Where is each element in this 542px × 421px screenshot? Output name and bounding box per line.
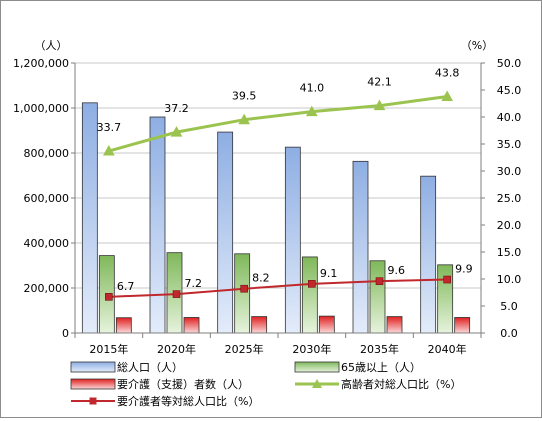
care-ratio-label: 9.9 <box>455 263 473 276</box>
legend-marker <box>89 397 97 405</box>
bar-care-recipients <box>115 317 132 334</box>
elderly-ratio-point <box>373 99 386 111</box>
legend-label: 65歳以上（人） <box>341 361 421 374</box>
care-ratio-line <box>108 278 448 298</box>
bar-care-recipients <box>251 316 268 334</box>
elderly-ratio-label: 37.2 <box>164 102 189 115</box>
right-tick-label: 45.0 <box>497 84 522 97</box>
legend-label: 要介護（支援）者数（人） <box>117 377 249 391</box>
elderly-ratio-point <box>238 113 251 125</box>
care-ratio-label: 9.6 <box>388 264 406 277</box>
bar-care-recipients <box>318 315 335 334</box>
right-tick-label: 25.0 <box>497 192 522 205</box>
care-ratio-point <box>308 280 316 288</box>
legend-label: 要介護者等対総人口比（%） <box>117 394 259 408</box>
left-tick-label: 1,200,000 <box>13 57 69 70</box>
right-tick-label: 40.0 <box>497 111 522 124</box>
left-tick-label: 400,000 <box>24 237 70 250</box>
care-ratio-label: 8.2 <box>252 272 270 285</box>
bar-total-population <box>352 160 369 334</box>
legend-swatch <box>70 378 116 390</box>
right-tick-label: 15.0 <box>497 246 522 259</box>
right-tick-label: 50.0 <box>497 57 522 70</box>
left-tick-label: 0 <box>62 327 69 340</box>
right-tick-label: 35.0 <box>497 138 522 151</box>
elderly-ratio-point <box>441 90 454 101</box>
bar-total-population <box>284 146 301 334</box>
care-ratio-point <box>240 284 248 293</box>
right-tick-label: 0.0 <box>500 327 518 340</box>
legend-swatch <box>70 361 116 373</box>
left-tick-label: 800,000 <box>24 147 70 160</box>
elderly-ratio-point <box>305 105 318 117</box>
elderly-ratio-label: 42.1 <box>367 76 392 89</box>
care-ratio-point <box>105 293 113 301</box>
bar-total-population <box>420 175 437 334</box>
elderly-ratio-point <box>102 144 115 156</box>
left-tick-label: 600,000 <box>24 192 70 205</box>
right-tick-label: 30.0 <box>497 165 522 178</box>
left-axis-unit: （人） <box>35 39 68 52</box>
care-ratio-point <box>172 290 181 298</box>
category-label: 2030年 <box>292 342 331 356</box>
bar-care-recipients <box>183 317 200 334</box>
care-ratio-label: 7.2 <box>185 277 203 290</box>
right-tick-label: 5.0 <box>500 300 518 313</box>
bar-total-population <box>149 116 166 334</box>
care-ratio-label: 6.7 <box>117 280 135 293</box>
bar-aged-65-plus <box>301 256 318 334</box>
elderly-ratio-line <box>108 94 448 153</box>
category-label: 2015年 <box>89 342 128 356</box>
right-tick-label: 10.0 <box>497 273 522 286</box>
category-label: 2035年 <box>360 342 399 356</box>
bar-aged-65-plus <box>369 260 386 334</box>
legend-swatch <box>294 361 340 373</box>
care-ratio-point <box>443 275 451 284</box>
right-axis-unit: （%） <box>461 39 493 52</box>
category-label: 2020年 <box>157 342 196 356</box>
elderly-ratio-label: 39.5 <box>232 90 257 103</box>
legend-marker <box>312 379 322 388</box>
elderly-ratio-label: 41.0 <box>300 82 325 95</box>
legend-label: 総人口（人） <box>117 360 183 374</box>
left-tick-label: 1,000,000 <box>13 102 69 115</box>
bar-aged-65-plus <box>437 264 454 334</box>
elderly-ratio-label: 43.8 <box>435 66 460 79</box>
elderly-ratio-label: 33.7 <box>97 121 122 134</box>
category-label: 2025年 <box>225 342 264 356</box>
elderly-ratio-point <box>170 126 183 137</box>
bar-care-recipients <box>386 316 403 334</box>
right-tick-label: 20.0 <box>497 219 522 232</box>
bar-care-recipients <box>454 317 471 334</box>
left-tick-label: 200,000 <box>24 282 70 295</box>
care-ratio-label: 9.1 <box>320 267 338 280</box>
legend-label: 高齢者対総人口比（%） <box>341 377 461 391</box>
bar-total-population <box>217 131 234 334</box>
bar-aged-65-plus <box>234 253 251 334</box>
category-label: 2040年 <box>428 342 467 356</box>
care-ratio-point <box>375 277 384 285</box>
bar-total-population <box>81 102 98 334</box>
